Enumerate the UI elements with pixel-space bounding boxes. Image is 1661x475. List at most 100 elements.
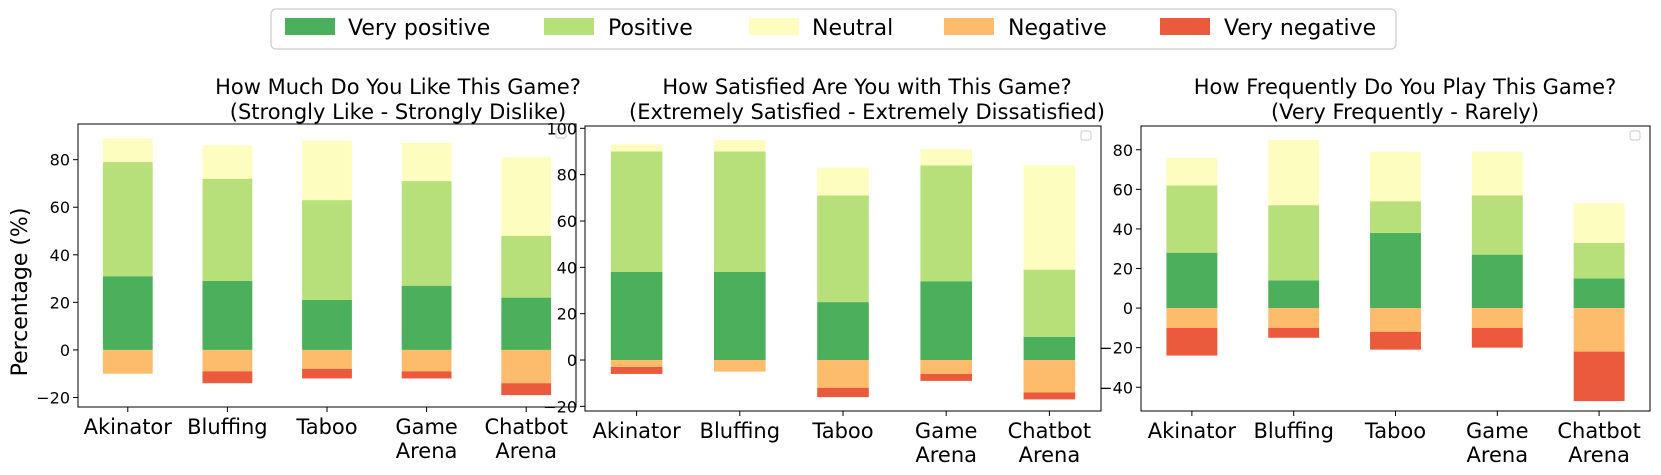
panel-frequency-plot: Akinator Bluffing Taboo GameArenaChatbotAre… [1099, 125, 1651, 467]
empty-legend-box [555, 128, 567, 139]
bar-taboo-very-negative [1370, 331, 1421, 350]
panel-satisfied-subtitle: (Extremely Satisfied - Extremely Dissati… [629, 100, 1105, 124]
bar-taboo-negative [1370, 308, 1421, 332]
bar-chatbot-arena-neutral [1023, 165, 1076, 270]
bar-taboo-very-negative [817, 387, 869, 398]
legend-label-negative: Negative [1008, 16, 1107, 41]
bar-chatbot-arena-negative [1573, 308, 1625, 352]
bar-taboo-positive [1370, 201, 1421, 233]
bar-game-arena-neutral [920, 149, 972, 166]
bar-bluffing-negative [202, 349, 253, 372]
bar-bluffing-neutral [202, 145, 253, 179]
x-tick-label-bluffing: Bluffing [187, 415, 268, 439]
x-tick-label-chatbot-arena: Chatbot [1008, 419, 1092, 443]
bar-akinator-negative [610, 360, 663, 367]
bar-taboo-neutral [1370, 151, 1421, 202]
bar-bluffing-very-positive [202, 280, 253, 350]
bar-taboo-negative [302, 349, 352, 369]
bar-game-arena-very-positive [1471, 254, 1523, 309]
bar-game-arena-very-negative [401, 371, 452, 379]
y-tick-label: 100 [546, 119, 577, 138]
bar-chatbot-arena-negative [1023, 360, 1076, 393]
bar-bluffing-very-positive [1268, 280, 1320, 309]
bar-bluffing-very-negative [202, 371, 253, 384]
axes-frame [1140, 125, 1651, 412]
x-tick-label-chatbot-arena: Chatbot [484, 415, 568, 439]
bar-game-arena-very-negative [920, 373, 972, 381]
panel-like-title: How Much Do You Like This Game? [215, 75, 581, 99]
x-tick-label-game-arena: Arena [396, 439, 458, 463]
bar-bluffing-negative [1268, 308, 1320, 328]
x-tick-label-taboo: Taboo [295, 415, 357, 439]
legend-label-very-negative: Very negative [1224, 16, 1376, 41]
panel-like-plot: Akinator Bluffing Taboo GameArenaChatbotAre… [36, 123, 577, 463]
bar-akinator-very-negative [1166, 327, 1218, 356]
bar-taboo-neutral [817, 167, 869, 196]
x-tick-label-game-arena: Game [1466, 419, 1529, 443]
bar-game-arena-very-negative [1471, 327, 1523, 348]
bar-akinator-positive [102, 162, 153, 277]
x-tick-label-taboo: Taboo [811, 419, 873, 443]
y-tick-label: 40 [557, 258, 577, 277]
x-tick-label-taboo: Taboo [1364, 419, 1426, 443]
bar-bluffing-positive [714, 151, 766, 272]
x-tick-label-game-arena: Game [395, 415, 458, 439]
bar-game-arena-positive [920, 165, 972, 282]
y-tick-label: 60 [50, 198, 70, 217]
bar-game-arena-neutral [401, 143, 452, 182]
bar-akinator-very-negative [610, 366, 663, 374]
bar-game-arena-negative [401, 349, 452, 372]
y-tick-label: 60 [557, 212, 577, 231]
bar-chatbot-arena-very-negative [501, 383, 552, 396]
y-tick-label: 40 [1113, 220, 1133, 239]
empty-legend-box [1080, 130, 1092, 141]
y-tick-label: −20 [543, 397, 577, 416]
bar-chatbot-arena-very-negative [1573, 351, 1625, 402]
bar-taboo-very-negative [302, 368, 352, 379]
panel-frequency-subtitle: (Very Frequently - Rarely) [1271, 100, 1539, 124]
x-tick-label-akinator: Akinator [84, 415, 173, 439]
bar-chatbot-arena-very-positive [1023, 336, 1076, 361]
bar-bluffing-positive [1268, 205, 1320, 281]
x-tick-label-bluffing: Bluffing [1253, 419, 1334, 443]
x-tick-label-akinator: Akinator [1148, 419, 1237, 443]
bar-game-arena-neutral [1471, 151, 1523, 196]
axes-frame [584, 125, 1102, 412]
x-tick-label-chatbot-arena: Arena [1019, 443, 1081, 467]
x-tick-label-chatbot-arena: Arena [495, 439, 557, 463]
y-axis-label: Percentage (%) [8, 208, 33, 377]
legend: Very positive Positive Neutral Negative … [270, 8, 1397, 50]
bar-akinator-positive [610, 151, 663, 272]
bar-chatbot-arena-neutral [501, 157, 552, 236]
panel-frequency-title: How Frequently Do You Play This Game? [1194, 75, 1616, 99]
legend-label-positive: Positive [608, 16, 693, 41]
legend-label-very-positive: Very positive [348, 16, 490, 41]
bar-game-arena-negative [1471, 308, 1523, 328]
panel-satisfied: How Satisfied Are You with This Game? (E… [543, 75, 1105, 467]
y-tick-label: −20 [1099, 339, 1133, 358]
bar-taboo-positive [302, 200, 352, 300]
bar-chatbot-arena-positive [1023, 269, 1076, 337]
bar-akinator-negative [1166, 308, 1218, 328]
y-tick-label: 80 [557, 166, 577, 185]
x-tick-label-game-arena: Arena [915, 443, 977, 467]
y-tick-label: 20 [50, 293, 70, 312]
y-tick-label: 0 [1123, 299, 1133, 318]
bar-chatbot-arena-neutral [1573, 203, 1625, 243]
panel-like: How Much Do You Like This Game? (Strongl… [8, 75, 581, 463]
x-tick-label-game-arena: Game [915, 419, 978, 443]
x-tick-label-bluffing: Bluffing [700, 419, 781, 443]
bar-chatbot-arena-positive [501, 235, 552, 298]
bar-bluffing-neutral [1268, 139, 1320, 206]
legend-swatch-negative [944, 18, 994, 35]
bar-taboo-very-positive [1370, 232, 1421, 309]
y-tick-label: 0 [60, 341, 70, 360]
bar-game-arena-negative [920, 360, 972, 374]
legend-swatch-very-negative [1160, 18, 1210, 35]
bar-bluffing-positive [202, 178, 253, 281]
legend-swatch-very-positive [285, 18, 335, 35]
legend-swatch-neutral [749, 18, 799, 35]
bar-taboo-negative [817, 360, 869, 388]
bar-taboo-positive [817, 195, 869, 303]
